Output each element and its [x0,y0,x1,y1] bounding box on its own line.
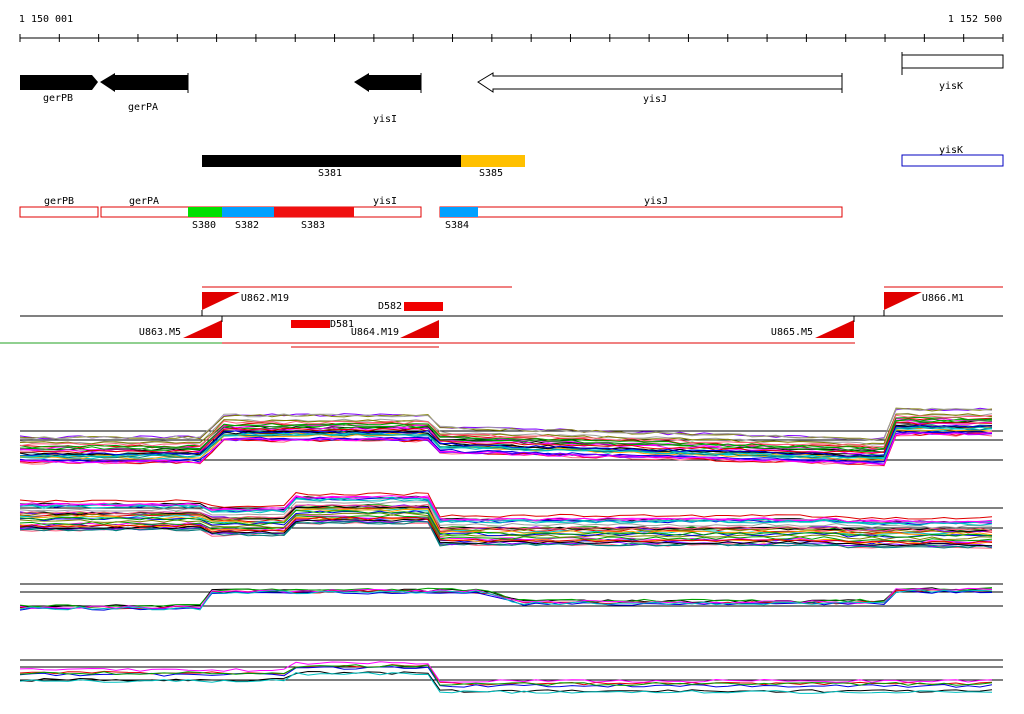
feature-label: U862.M19 [241,293,289,304]
expression-line [19,514,993,542]
gene-arrow [354,73,421,92]
expression-line [19,418,993,451]
feature-triangle [183,320,222,338]
segment [188,207,222,217]
feature-label: U863.M5 [139,327,181,338]
expression-line [20,518,993,547]
gene-box [901,54,1004,69]
expression-line [19,666,993,688]
expression-line [19,413,993,446]
feature-label: D582 [378,301,402,312]
expression-line [19,497,993,526]
feature-triangle [884,292,922,310]
segment-label: S385 [479,168,503,179]
expression-line [19,661,993,683]
expression-line [19,589,993,611]
segment [440,207,478,217]
feature-triangle [400,320,439,338]
expression-line [19,503,993,532]
expression-line [19,508,993,536]
segment [901,154,1004,167]
segment-label: S384 [445,220,469,231]
feature-label: D581 [330,319,354,330]
expression-line [19,495,993,523]
gene-label: yisJ [643,94,667,105]
gene-label: yisK [939,81,963,92]
feature-label: U866.M1 [922,293,964,304]
feature-triangle [815,320,854,338]
gene-arrow [100,73,188,92]
segment [274,207,354,217]
transcript-label: gerPB [44,196,74,207]
expression-line [19,425,993,458]
segment-label: S382 [235,220,259,231]
segment-label: S381 [318,168,342,179]
segment-label: yisK [939,145,963,156]
transcript [19,206,99,218]
transcript-label: gerPA [129,196,159,207]
gene-label: gerPB [43,93,73,104]
expression-line [19,426,993,460]
expression-line [19,587,993,608]
gene-label: gerPA [128,102,158,113]
feature-label: U864.M19 [351,327,399,338]
gene-arrow [20,75,98,90]
segment [461,155,525,167]
expression-line [19,519,993,548]
expression-line [19,664,993,686]
segment [222,207,274,217]
expression-line [19,416,993,450]
gene-arrow [477,72,843,93]
expression-line [19,431,993,466]
expression-line [19,421,993,454]
ruler-start: 1 150 001 [19,14,73,25]
expression-line [19,516,993,545]
gene-label: yisI [373,114,397,125]
expression-line [19,501,993,529]
expression-line [19,520,993,549]
expression-line [19,672,993,694]
expression-line [19,407,993,441]
expression-line [19,512,993,541]
expression-line [19,414,993,448]
transcript-label: yisJ [644,196,668,207]
segment-label: S380 [192,220,216,231]
feature-triangle [202,292,240,310]
feature-label: U865.M5 [771,327,813,338]
expression-line [19,424,993,457]
expression-line [19,509,993,538]
transcript-label: yisI [373,196,397,207]
expression-line [19,520,993,549]
expression-line [19,506,993,535]
feature-box [404,302,443,311]
transcript [439,206,843,218]
ruler-end: 1 152 500 [948,14,1002,25]
expression-line [19,587,993,609]
segment-label: S383 [301,220,325,231]
expression-line [19,496,993,525]
segment [202,155,461,167]
feature-box [291,320,330,328]
expression-line [19,492,993,520]
